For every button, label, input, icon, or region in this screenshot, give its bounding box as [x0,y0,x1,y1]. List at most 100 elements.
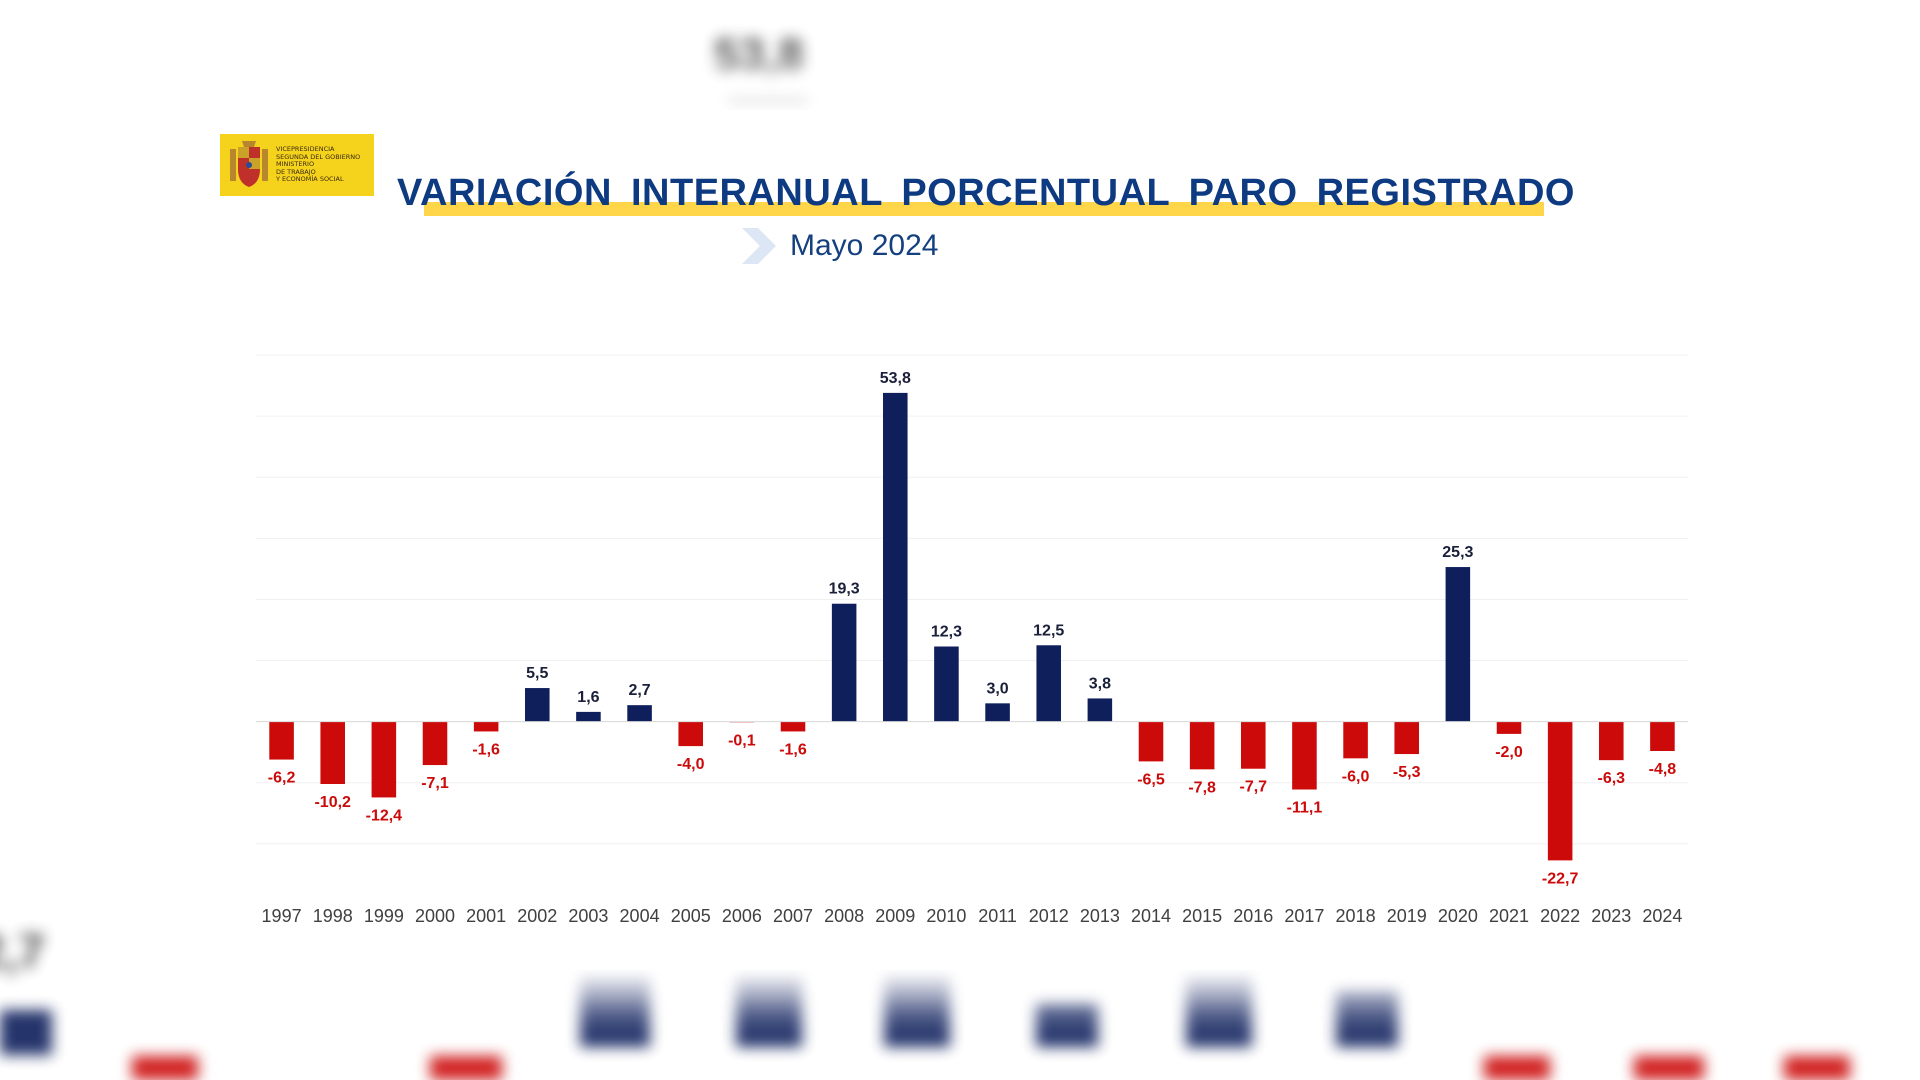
background-bar [728,100,808,110]
value-label-2016: -7,7 [1239,779,1267,796]
bar-1999 [371,721,397,798]
x-tick-label-2013: 2013 [1080,906,1120,926]
slide: VICEPRESIDENCIA SEGUNDA DEL GOBIERNO MIN… [190,110,1730,970]
value-label-2003: 1,6 [577,689,599,706]
x-tick-label-2010: 2010 [926,906,966,926]
x-tick-label-2019: 2019 [1387,906,1427,926]
bar-2016 [1241,721,1266,769]
x-tick-label-2004: 2004 [620,906,660,926]
bar-2013 [1087,698,1113,722]
background-bar [1336,988,1398,1047]
value-label-1999: -12,4 [366,807,403,824]
value-label-1997: -6,2 [268,770,296,787]
bar-2022 [1547,721,1573,861]
coat-of-arms-icon [230,141,268,187]
x-tick-label-2001: 2001 [466,906,506,926]
x-tick-label-2024: 2024 [1642,906,1682,926]
bar-2005 [678,721,703,747]
x-tick-label-2007: 2007 [773,906,813,926]
bar-2023 [1599,721,1624,761]
ministry-logo: VICEPRESIDENCIA SEGUNDA DEL GOBIERNO MIN… [220,134,374,196]
value-label-2015: -7,8 [1188,779,1216,796]
background-value-left: 2,7 [0,926,45,979]
value-label-2002: 5,5 [526,665,548,682]
bar-2020 [1445,567,1471,722]
x-tick-label-2002: 2002 [517,906,557,926]
x-tick-label-1997: 1997 [262,906,302,926]
value-label-2019: -5,3 [1393,764,1421,781]
value-label-2022: -22,7 [1542,870,1579,887]
value-label-2021: -2,0 [1495,744,1523,761]
chart-bars [269,392,1675,861]
x-tick-label-2017: 2017 [1284,906,1324,926]
x-tick-label-2018: 2018 [1336,906,1376,926]
value-label-2008: 19,3 [829,581,860,598]
bar-2012 [1036,645,1061,722]
bar-2004 [627,705,652,722]
x-tick-label-2021: 2021 [1489,906,1529,926]
value-label-2005: -4,0 [677,756,705,773]
x-tick-label-1998: 1998 [313,906,353,926]
x-tick-label-2006: 2006 [722,906,762,926]
x-tick-label-2003: 2003 [568,906,608,926]
background-bar [580,972,650,1047]
value-labels: -6,2 -10,2 -12,4 -7,1 -1,6 5,5 1,6 2,7 -4,0 -0,1 -… [268,370,1677,888]
background-bar [0,1010,52,1055]
background-bar [1634,1056,1704,1080]
value-label-2001: -1,6 [472,741,500,758]
value-label-2010: 12,3 [931,624,962,641]
background-bar [1186,972,1252,1047]
x-tick-label-2014: 2014 [1131,906,1171,926]
value-label-2018: -6,0 [1342,768,1370,785]
chart-title: VARIACIÓN INTERANUAL PORCENTUAL PARO REG… [397,172,1575,214]
value-label-2012: 12,5 [1033,622,1064,639]
bar-2009 [883,392,908,722]
bar-2017 [1292,721,1317,790]
x-tick-label-1999: 1999 [364,906,404,926]
chevron-right-icon [742,228,776,264]
bar-2007 [780,721,806,732]
bar-1997 [269,721,294,760]
title-underline [424,202,1544,216]
x-tick-label-2009: 2009 [875,906,915,926]
bar-2019 [1394,721,1419,755]
bar-2014 [1138,721,1164,762]
x-tick-label-2020: 2020 [1438,906,1478,926]
value-label-2014: -6,5 [1137,771,1165,788]
value-label-2009: 53,8 [880,370,911,387]
background-bar [884,972,950,1047]
background-bar [1036,1002,1098,1047]
bar-2010 [934,646,959,722]
value-label-2013: 3,8 [1089,675,1111,692]
x-tick-label-2005: 2005 [671,906,711,926]
bar-2024 [1650,721,1675,751]
bar-2008 [831,603,857,722]
bar-2011 [985,703,1010,722]
value-label-2006: -0,1 [728,732,756,749]
x-axis-labels: 1997 1998 1999 2000 2001 2002 2003 2004 2005 2006… [262,906,1683,926]
bar-2018 [1343,721,1368,759]
value-label-2000: -7,1 [421,775,449,792]
bar-2021 [1496,721,1522,734]
x-tick-label-2022: 2022 [1540,906,1580,926]
value-label-2007: -1,6 [779,741,807,758]
title-block: VARIACIÓN INTERANUAL PORCENTUAL PARO REG… [396,172,1576,224]
bar-chart: -6,2 -10,2 -12,4 -7,1 -1,6 5,5 1,6 2,7 -4,0 -0,1 -… [256,354,1688,926]
background-bar [1784,1056,1850,1080]
value-label-2020: 25,3 [1442,544,1473,561]
x-tick-label-2008: 2008 [824,906,864,926]
subtitle-block: Mayo 2024 [738,224,938,268]
value-label-1998: -10,2 [314,794,351,811]
background-bar [1484,1056,1550,1080]
background-bar [132,1056,198,1080]
value-label-2023: -6,3 [1597,770,1625,787]
bar-2015 [1189,721,1215,770]
bar-1998 [320,721,345,784]
x-tick-label-2000: 2000 [415,906,455,926]
value-label-2004: 2,7 [628,682,650,699]
bar-2001 [473,721,499,732]
x-tick-label-2012: 2012 [1029,906,1069,926]
ministry-logo-text: VICEPRESIDENCIA SEGUNDA DEL GOBIERNO MIN… [276,145,361,184]
x-tick-label-2011: 2011 [978,906,1017,926]
bar-2003 [576,711,601,722]
